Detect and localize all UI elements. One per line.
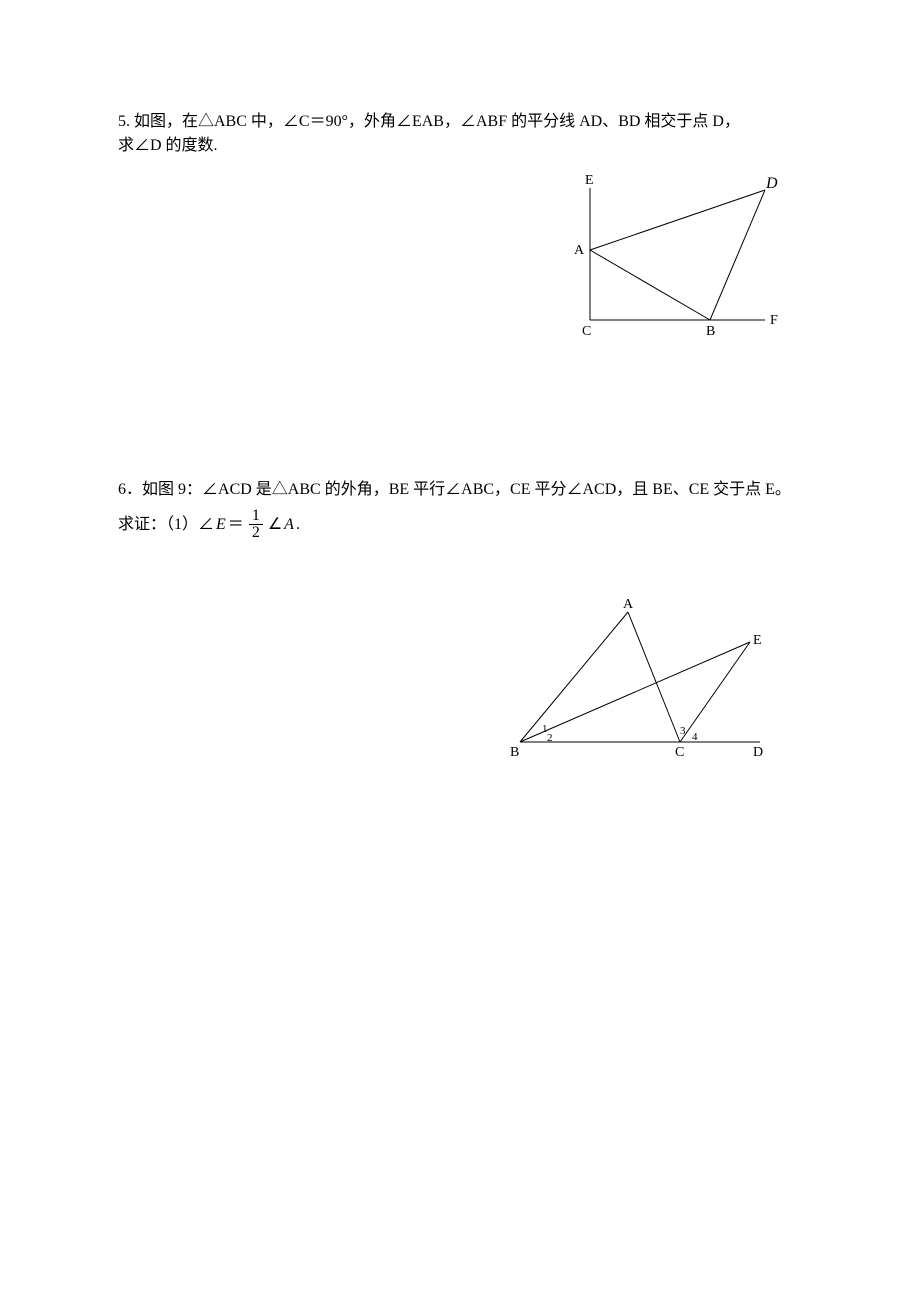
label-b: B [706,324,715,339]
label-d2: D [753,745,763,760]
proof-e: E [216,511,226,539]
line-ba [520,612,628,742]
label-a2: A [623,597,634,612]
problem-5: 5. 如图，在△ABC 中，∠C＝90°，外角∠EAB，∠ABF 的平分线 AD… [118,110,810,158]
problem-6: 6．如图 9：∠ACD 是△ABC 的外角，BE 平行∠ABC，CE 平分∠AC… [118,478,810,541]
problem-6-figure: A E B C D 1 2 3 4 [500,592,800,772]
label-d: D [765,175,778,192]
label-c2: C [675,745,684,760]
problem-5-line1: 如图，在△ABC 中，∠C＝90°，外角∠EAB，∠ABF 的平分线 AD、BD… [134,113,740,130]
problem-6-text: 6．如图 9：∠ACD 是△ABC 的外角，BE 平行∠ABC，CE 平分∠AC… [118,478,810,502]
frac-num: 1 [249,508,263,525]
angle-2: 2 [547,732,553,744]
label-e2: E [753,633,762,648]
label-f: F [770,313,778,328]
problem-6-proof: 求证：（1）∠E＝12∠A. [118,508,810,541]
line-ab [590,250,710,320]
angle-4: 4 [692,731,698,743]
problem-5-number: 5. [118,113,130,130]
label-a: A [574,243,585,258]
label-e: E [585,173,594,188]
proof-eq: ＝ [228,511,244,539]
problem-5-svg: E D A C B F [560,170,820,340]
problem-5-text: 5. 如图，在△ABC 中，∠C＝90°，外角∠EAB，∠ABF 的平分线 AD… [118,110,810,158]
problem-5-line2: 求∠D 的度数. [118,137,218,154]
problem-5-figure: E D A C B F [560,170,820,340]
proof-label: 求证：（1）∠ [118,511,214,539]
frac-den: 2 [249,525,263,541]
proof-a: A [284,511,294,539]
line-ad [590,190,765,250]
proof-fraction: 12 [249,508,263,541]
label-b2: B [510,745,519,760]
line-ac [628,612,680,742]
line-bd [710,190,765,320]
proof-angle: ∠ [268,511,282,539]
label-c: C [582,324,591,339]
proof-period: . [296,511,300,539]
problem-6-number: 6． [118,481,142,498]
problem-6-svg: A E B C D 1 2 3 4 [500,592,800,772]
angle-3: 3 [680,725,686,737]
problem-6-main: 如图 9：∠ACD 是△ABC 的外角，BE 平行∠ABC，CE 平分∠ACD，… [142,481,791,498]
